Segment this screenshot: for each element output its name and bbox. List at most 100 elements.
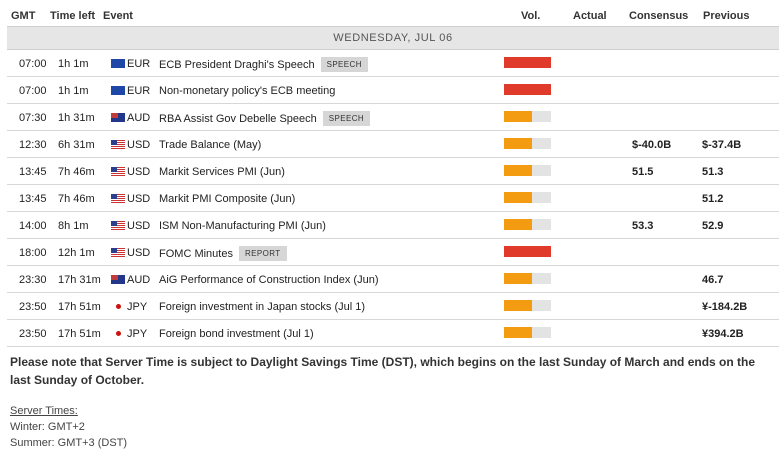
event-type-badge: SPEECH [322, 111, 371, 126]
jp-flag-icon [111, 329, 125, 338]
header-gmt[interactable]: GMT [11, 10, 36, 22]
economic-calendar: GMT Time left Event Vol. Actual Consensu… [7, 0, 779, 451]
event-time: 23:50 [19, 301, 47, 313]
event-previous: 46.7 [702, 274, 724, 286]
event-time: 14:00 [19, 220, 47, 232]
event-consensus: 53.3 [632, 220, 654, 232]
event-time-left: 17h 51m [58, 328, 101, 340]
header-event[interactable]: Event [103, 10, 133, 22]
eu-flag-icon [111, 86, 125, 95]
server-time-winter: Winter: GMT+2 [10, 421, 85, 433]
volatility-bar [504, 84, 551, 95]
dst-note: Please note that Server Time is subject … [10, 355, 756, 387]
header-volatility[interactable]: Vol. [521, 10, 541, 22]
volatility-bar [504, 300, 551, 311]
event-time: 18:00 [19, 247, 47, 259]
event-title-cell[interactable]: Foreign investment in Japan stocks (Jul … [159, 301, 365, 313]
event-row[interactable]: 07:00 1h 1m EUR ECB President Draghi's Spee… [7, 50, 779, 77]
volatility-bar [504, 57, 551, 68]
event-row[interactable]: 13:45 7h 46m USD Markit Services PMI (Jun) 5… [7, 158, 779, 185]
eu-flag-icon [111, 59, 125, 68]
event-time-left: 1h 1m [58, 85, 89, 97]
table-header: GMT Time left Event Vol. Actual Consensu… [7, 0, 779, 27]
event-currency: USD [127, 247, 151, 259]
volatility-fill [504, 327, 533, 338]
event-currency: JPY [127, 301, 148, 313]
event-title[interactable]: ECB President Draghi's Speech [159, 59, 315, 71]
header-actual[interactable]: Actual [573, 10, 607, 22]
event-row[interactable]: 07:00 1h 1m EUR Non-monetary policy's ECB m… [7, 77, 779, 104]
volatility-bar [504, 165, 551, 176]
event-row[interactable]: 07:30 1h 31m AUD RBA Assist Gov Debelle Spe… [7, 104, 779, 131]
event-title-cell[interactable]: Non-monetary policy's ECB meeting [159, 85, 335, 97]
event-title-cell[interactable]: Trade Balance (May) [159, 139, 261, 151]
event-currency: EUR [127, 85, 151, 97]
event-row[interactable]: 23:50 17h 51m JPY Foreign bond investment (… [7, 320, 779, 347]
us-flag-icon [111, 194, 125, 203]
event-title[interactable]: Non-monetary policy's ECB meeting [159, 85, 336, 97]
event-title[interactable]: AiG Performance of Construction Index (J… [159, 274, 379, 286]
event-title[interactable]: Foreign investment in Japan stocks (Jul … [159, 301, 366, 313]
event-title[interactable]: ISM Non-Manufacturing PMI (Jun) [159, 220, 326, 232]
event-time: 23:30 [19, 274, 47, 286]
event-title-cell[interactable]: Markit PMI Composite (Jun) [159, 193, 295, 205]
event-consensus: $-40.0B [632, 139, 672, 151]
au-flag-icon [111, 275, 125, 284]
event-time-left: 1h 1m [58, 58, 89, 70]
volatility-bar [504, 192, 551, 203]
volatility-bar [504, 138, 551, 149]
us-flag-icon [111, 140, 125, 149]
event-title[interactable]: Foreign bond investment (Jul 1) [159, 328, 314, 340]
event-title-cell[interactable]: ECB President Draghi's Speech SPEECH [159, 57, 368, 73]
event-type-badge: REPORT [238, 246, 287, 261]
us-flag-icon [111, 167, 125, 176]
event-time: 07:00 [19, 58, 47, 70]
event-title[interactable]: Markit PMI Composite (Jun) [159, 193, 296, 205]
event-time-left: 6h 31m [58, 139, 95, 151]
event-currency: USD [127, 166, 151, 178]
volatility-fill [504, 84, 551, 95]
server-times-title[interactable]: Server Times: [10, 405, 78, 417]
event-row[interactable]: 18:00 12h 1m USD FOMC Minutes REPORT [7, 239, 779, 266]
event-previous: ¥394.2B [702, 328, 744, 340]
event-title[interactable]: RBA Assist Gov Debelle Speech [159, 113, 317, 125]
header-previous[interactable]: Previous [703, 10, 750, 22]
event-currency: JPY [127, 328, 148, 340]
volatility-bar [504, 273, 551, 284]
volatility-fill [504, 111, 533, 122]
event-time-left: 12h 1m [58, 247, 95, 259]
volatility-bar [504, 246, 551, 257]
event-title[interactable]: Trade Balance (May) [159, 139, 262, 151]
event-row[interactable]: 14:00 8h 1m USD ISM Non-Manufacturing PMI (… [7, 212, 779, 239]
event-title-cell[interactable]: AiG Performance of Construction Index (J… [159, 274, 378, 286]
event-title-cell[interactable]: RBA Assist Gov Debelle Speech SPEECH [159, 111, 371, 127]
header-consensus[interactable]: Consensus [629, 10, 689, 22]
event-title-cell[interactable]: Markit Services PMI (Jun) [159, 166, 285, 178]
event-title[interactable]: Markit Services PMI (Jun) [159, 166, 285, 178]
event-previous: 51.3 [702, 166, 724, 178]
volatility-fill [504, 219, 533, 230]
event-title-cell[interactable]: FOMC Minutes REPORT [159, 246, 287, 262]
au-flag-icon [111, 113, 125, 122]
event-time-left: 7h 46m [58, 193, 95, 205]
event-title[interactable]: FOMC Minutes [159, 248, 233, 260]
us-flag-icon [111, 221, 125, 230]
event-previous: 52.9 [702, 220, 724, 232]
event-currency: AUD [127, 274, 151, 286]
event-row[interactable]: 23:30 17h 31m AUD AiG Performance of Constr… [7, 266, 779, 293]
event-row[interactable]: 12:30 6h 31m USD Trade Balance (May) $-40.0B… [7, 131, 779, 158]
event-title-cell[interactable]: ISM Non-Manufacturing PMI (Jun) [159, 220, 326, 232]
event-row[interactable]: 23:50 17h 51m JPY Foreign investment in Jap… [7, 293, 779, 320]
jp-flag-icon [111, 302, 125, 311]
us-flag-icon [111, 248, 125, 257]
event-title-cell[interactable]: Foreign bond investment (Jul 1) [159, 328, 314, 340]
volatility-bar [504, 219, 551, 230]
volatility-fill [504, 165, 533, 176]
volatility-fill [504, 246, 551, 257]
event-currency: USD [127, 139, 151, 151]
volatility-fill [504, 300, 533, 311]
volatility-fill [504, 57, 551, 68]
event-row[interactable]: 13:45 7h 46m USD Markit PMI Composite (Jun)… [7, 185, 779, 212]
event-time: 12:30 [19, 139, 47, 151]
header-time-left[interactable]: Time left [50, 10, 96, 22]
